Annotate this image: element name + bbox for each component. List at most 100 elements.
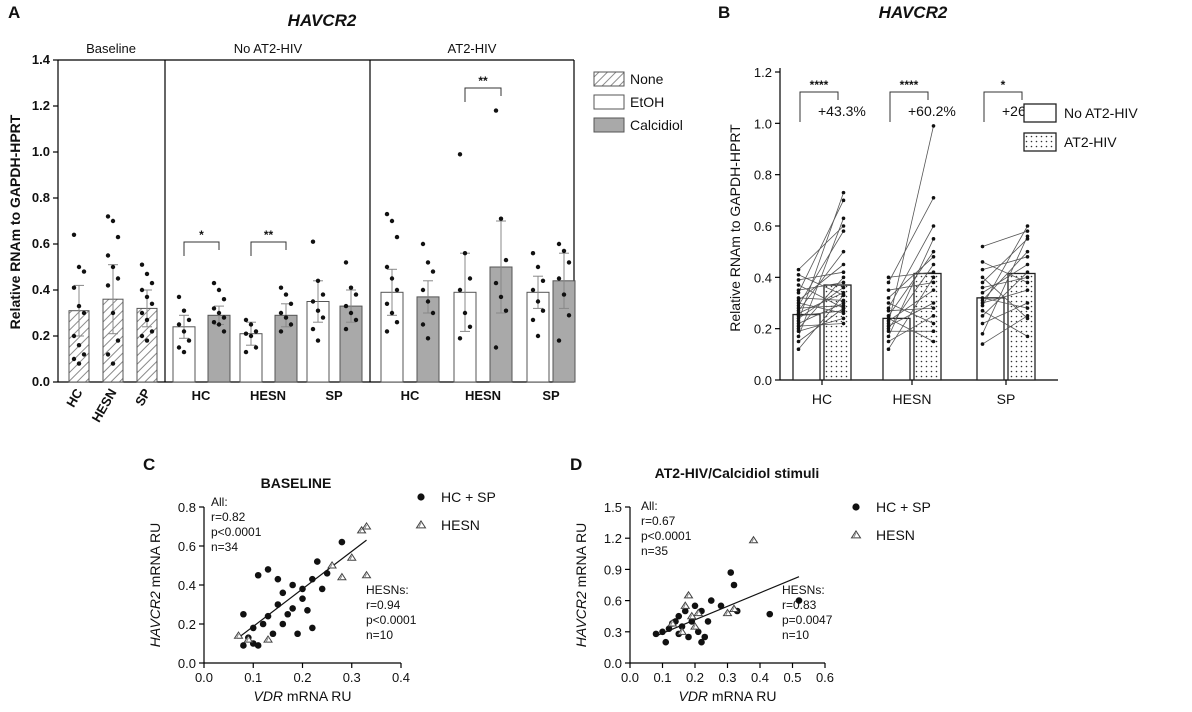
panel-a-point: [144, 294, 150, 300]
panel-b-point: [841, 270, 846, 275]
panel-b-point: [931, 280, 936, 285]
panel-b-point: [796, 306, 801, 310]
panel-a-point: [561, 248, 567, 254]
panel-b-pair-line: [982, 236, 1028, 334]
panel-b-point: [931, 275, 936, 280]
panel-b-legend-swatch: [1023, 103, 1057, 123]
panel-b-point: [841, 290, 846, 295]
panel-a-point: [535, 333, 541, 339]
panel-a-point: [181, 308, 187, 313]
panel-d-y-tick-label: 1.2: [604, 531, 622, 546]
panel-b-point: [1025, 237, 1030, 241]
panel-b-pair-line: [798, 192, 844, 322]
panel-b-point: [796, 278, 801, 282]
panel-a-point: [216, 287, 222, 293]
panel-b-significance-label: ****: [900, 78, 919, 92]
panel-b-point: [931, 195, 936, 200]
panel-a-point: [181, 349, 187, 355]
panel-b-point: [931, 270, 936, 275]
panel-b-point: [886, 306, 891, 310]
panel-b-pair-line: [798, 251, 844, 311]
panel-c-point-hc-sp: [313, 558, 321, 565]
panel-c-y-tick-label: 0.0: [178, 656, 196, 671]
panel-b-point: [886, 326, 891, 331]
panel-a-point: [186, 338, 192, 343]
panel-d-point-hc-sp: [707, 597, 715, 604]
panel-c-legend-marker-hc-sp: [417, 493, 425, 501]
panel-d-point-hc-sp: [685, 633, 692, 641]
panel-b-point: [1025, 234, 1030, 239]
panel-a-point: [493, 280, 499, 286]
panel-a-point: [221, 315, 227, 320]
panel-c-point-hc-sp: [240, 642, 247, 649]
panel-d-x-tick-label: 0.1: [653, 670, 671, 685]
panel-d-x-tick-label: 0.4: [751, 670, 769, 685]
panel-d-point-hesn-hatch: [679, 629, 683, 635]
panel-a-point: [278, 329, 284, 334]
panel-b-significance-bracket: [983, 91, 1023, 122]
panel-b-pair-line: [982, 289, 1028, 304]
panel-b-point: [796, 316, 801, 321]
panel-a-x-tick-label: HESN: [89, 386, 120, 425]
panel-c-annotation-all: p<0.0001: [211, 525, 262, 539]
panel-d-x-axis-label: VDR mRNA RU: [678, 688, 776, 704]
panel-c-x-axis-label: VDR mRNA RU: [253, 688, 351, 704]
panel-b-bar: [913, 272, 942, 381]
panel-a-point: [320, 292, 326, 297]
panel-d-y-tick-label: 0.0: [604, 656, 622, 671]
panel-a-significance-bracket: [464, 87, 502, 102]
panel-b-point: [796, 321, 801, 326]
panel-a-point: [353, 317, 359, 323]
panel-b-point: [796, 347, 801, 352]
panel-b-point: [1025, 288, 1030, 292]
panel-b-point: [980, 342, 985, 346]
panel-c-point-hc-sp: [269, 630, 277, 638]
panel-b-pair-line: [798, 225, 844, 270]
panel-d-point-hc-sp: [652, 630, 660, 638]
panel-d-y-tick-label: 1.5: [604, 500, 622, 515]
panel-b-pair-line: [888, 318, 934, 342]
panel-d-point-hc-sp: [694, 628, 702, 636]
panel-b-pair-line: [888, 256, 934, 299]
panel-b-point: [841, 216, 846, 221]
panel-a-point: [384, 301, 390, 306]
panel-d-point-hc-sp: [701, 633, 709, 641]
panel-b-percent-change: +43.3%: [818, 103, 866, 119]
panel-c-x-tick-label: 0.4: [392, 670, 410, 685]
panel-b-point: [841, 249, 846, 254]
panel-b-point: [841, 321, 846, 326]
panel-d-point-hc-sp: [730, 581, 738, 589]
panel-a-point: [343, 260, 349, 265]
panel-a-legend-label: EtOH: [630, 94, 664, 110]
panel-d-point-hesn-hatch: [695, 611, 699, 616]
panel-a-point: [310, 299, 316, 304]
panel-b-point: [886, 314, 891, 318]
panel-a-point: [144, 338, 150, 343]
panel-b-point: [841, 285, 846, 290]
panel-d-legend-marker-hesn: [850, 530, 862, 539]
panel-b-point: [886, 288, 891, 292]
panel-b-x-tick-label: HESN: [893, 391, 932, 407]
panel-letter-d: D: [570, 455, 582, 474]
panel-b-point: [841, 308, 846, 313]
panel-a-group-label: Baseline: [86, 41, 136, 56]
panel-c-annotation-all: n=34: [211, 540, 238, 554]
panel-b-pair-line: [798, 284, 844, 309]
panel-b-point: [1025, 301, 1030, 305]
panel-b-point: [841, 293, 846, 298]
panel-d-point-hesn-hatch: [751, 538, 754, 544]
panel-b-point: [796, 288, 801, 292]
panel-b-point: [886, 339, 891, 344]
panel-b-point: [931, 314, 936, 318]
panel-b-pair-line: [888, 238, 934, 337]
panel-b-point: [980, 308, 985, 313]
panel-c-point-hc-sp: [274, 575, 282, 583]
panel-a-point: [216, 310, 222, 316]
panel-a-point: [105, 352, 111, 357]
panel-c-point-hesn-hatch: [364, 524, 367, 530]
panel-d-annotation-all: p<0.0001: [641, 529, 692, 543]
panel-c-annotation-all: All:: [211, 495, 228, 509]
panel-b-pair-line: [798, 271, 844, 281]
panel-b-point: [841, 301, 846, 305]
panel-a-point: [243, 349, 249, 355]
